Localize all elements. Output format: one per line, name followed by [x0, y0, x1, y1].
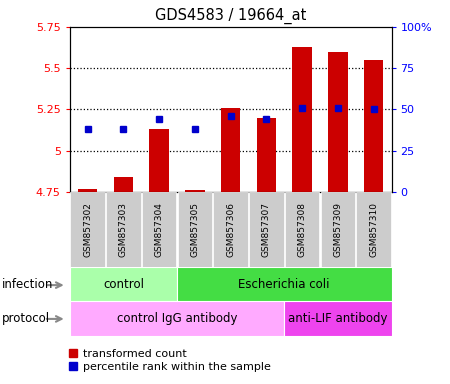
Legend: transformed count, percentile rank within the sample: transformed count, percentile rank withi… [64, 344, 275, 377]
Text: GSM857303: GSM857303 [119, 202, 128, 257]
Bar [256, 118, 276, 192]
Bar [113, 177, 133, 192]
Bar [70, 267, 177, 301]
Text: GSM857304: GSM857304 [155, 202, 164, 257]
Bar [364, 60, 383, 192]
Bar [142, 192, 176, 267]
Text: control IgG antibody: control IgG antibody [117, 312, 237, 325]
Bar [213, 192, 248, 267]
Text: GSM857306: GSM857306 [226, 202, 235, 257]
Bar [177, 267, 392, 301]
Title: GDS4583 / 19664_at: GDS4583 / 19664_at [155, 8, 306, 24]
Text: GSM857302: GSM857302 [83, 202, 92, 257]
Text: control: control [103, 278, 144, 291]
Bar [328, 52, 348, 192]
Text: GSM857305: GSM857305 [190, 202, 199, 257]
Bar [356, 192, 391, 267]
Bar [149, 129, 169, 192]
Text: GSM857307: GSM857307 [262, 202, 271, 257]
Bar [321, 192, 355, 267]
Bar [292, 47, 312, 192]
Bar [285, 192, 320, 267]
Text: infection: infection [2, 278, 54, 291]
Text: anti-LIF antibody: anti-LIF antibody [288, 312, 387, 325]
Bar [221, 108, 240, 192]
Bar [178, 192, 212, 267]
Text: GSM857309: GSM857309 [333, 202, 342, 257]
Bar [70, 301, 284, 336]
Bar [185, 190, 205, 192]
Bar [106, 192, 140, 267]
Text: protocol: protocol [2, 312, 50, 325]
Text: GSM857310: GSM857310 [369, 202, 378, 257]
Bar [284, 301, 392, 336]
Bar [71, 192, 105, 267]
Text: GSM857308: GSM857308 [297, 202, 306, 257]
Bar [249, 192, 284, 267]
Text: Escherichia coli: Escherichia coli [238, 278, 330, 291]
Bar [78, 189, 98, 192]
